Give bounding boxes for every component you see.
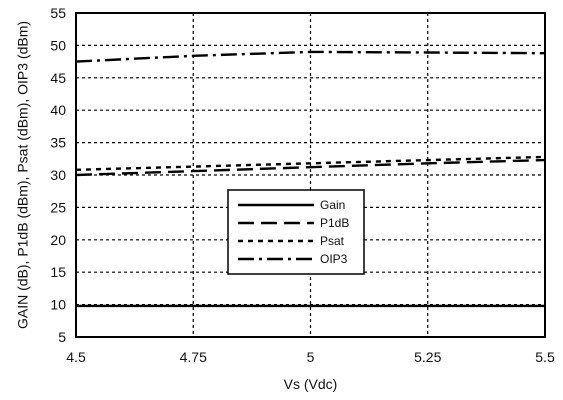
legend-label-p1db: P1dB: [320, 216, 349, 230]
plot-frame: [75, 12, 546, 338]
legend-label-gain: Gain: [320, 198, 345, 212]
y-tick-label: 55: [50, 5, 66, 21]
series-line-p1db: [75, 158, 546, 177]
x-axis-label: Vs (Vdc): [284, 376, 338, 392]
series-line-psat: [75, 155, 546, 171]
series-line-oip3: [75, 50, 546, 63]
legend: Gain P1dB Psat OIP3: [227, 189, 365, 275]
y-tick-label: 5: [58, 329, 66, 345]
y-tick-label: 45: [50, 70, 66, 86]
y-tick-label: 25: [50, 199, 66, 215]
x-tick-labels: 4.5 4.75 5 5.25 5.5: [66, 349, 555, 365]
y-tick-label: 15: [50, 264, 66, 280]
y-tick-labels: 5 10 15 20 25 30 35 40 45 50 55: [50, 5, 66, 345]
x-tick-label: 5.25: [414, 349, 441, 365]
legend-label-psat: Psat: [320, 234, 345, 248]
series-lines: [75, 50, 546, 308]
x-tick-label: 4.75: [180, 349, 207, 365]
y-tick-label: 40: [50, 102, 66, 118]
y-tick-label: 20: [50, 232, 66, 248]
y-tick-label: 50: [50, 37, 66, 53]
y-tick-label: 35: [50, 135, 66, 151]
y-tick-label: 30: [50, 167, 66, 183]
x-tick-label: 4.5: [66, 349, 86, 365]
grid-lines: [76, 13, 545, 337]
y-tick-label: 10: [50, 297, 66, 313]
legend-label-oip3: OIP3: [320, 252, 348, 266]
y-axis-label: GAIN (dB), P1dB (dBm), Psat (dBm), OIP3 …: [15, 21, 31, 329]
x-tick-label: 5.5: [535, 349, 555, 365]
x-tick-label: 5: [307, 349, 315, 365]
